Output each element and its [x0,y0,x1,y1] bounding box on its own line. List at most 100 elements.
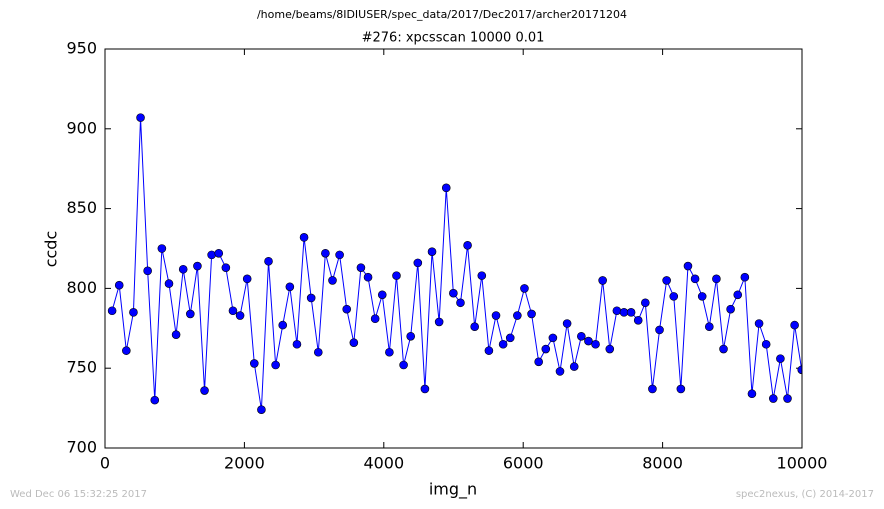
data-point [122,346,131,355]
data-point [129,308,138,317]
y-tick-label: 850 [66,198,97,217]
x-tick-label: 6000 [503,454,544,473]
data-point [605,344,615,354]
data-point [577,331,586,341]
data-point [548,333,558,343]
data-point [321,248,330,258]
data-point [747,389,757,399]
data-point [413,258,423,268]
data-point [221,263,231,272]
data-point [456,298,465,308]
data-point [491,311,501,320]
data-point [313,347,323,357]
data-point [726,304,735,314]
data-point [207,250,216,260]
data-point [264,256,273,266]
data-point [164,279,174,288]
data-point [562,319,572,328]
x-axis-label: img_n [429,480,477,500]
data-point [136,113,145,122]
data-point [441,183,451,193]
data-point [235,311,245,320]
data-point [335,250,344,260]
data-point [612,306,622,316]
y-tick-label: 750 [66,358,97,377]
data-point [406,331,416,341]
data-point [591,339,600,349]
data-point [214,248,224,258]
data-point [776,354,785,363]
data-point [783,394,792,403]
x-tick-label: 4000 [363,454,404,473]
data-point [704,322,714,332]
data-point [107,306,117,316]
y-tick-label: 900 [66,118,97,137]
data-point [648,384,657,394]
data-point [278,320,288,330]
data-point [157,244,167,253]
data-line [111,117,802,410]
data-point [712,274,721,284]
data-point [427,247,437,256]
data-point [520,284,529,293]
data-point [683,261,693,271]
footer-left: Wed Dec 06 15:32:25 2017 [10,489,147,500]
data-point [249,359,259,368]
data-point [200,386,209,395]
data-point [641,298,650,308]
y-axis-label: ccdc [42,231,61,268]
data-point [392,271,401,280]
data-point [420,384,430,394]
data-point [143,266,152,276]
data-point [178,264,188,274]
data-point [377,290,387,300]
data-point [740,272,750,282]
x-tick-label: 10000 [777,454,828,473]
data-point [619,308,629,317]
data-point [527,309,536,319]
data-point [754,319,764,328]
data-point [385,347,394,357]
data-point [505,333,515,343]
data-point [690,274,700,284]
data-point [150,395,160,405]
data-point [271,360,280,370]
data-point [719,344,728,354]
data-point [349,338,359,347]
data-point [569,362,579,371]
data-point [477,271,487,280]
data-point [434,317,444,327]
data-point [306,293,316,303]
data-point [186,309,195,319]
data-point [697,292,707,301]
data-point [761,339,771,349]
data-point [555,367,565,376]
data-point [257,405,266,414]
data-point [513,311,522,320]
data-point [228,306,238,316]
data-point [662,276,671,285]
data-point [242,274,252,284]
plot-area [107,113,802,414]
data-point [598,276,607,285]
x-tick-label: 8000 [642,454,683,473]
data-point [328,276,337,285]
data-point [470,322,479,332]
data-point [484,346,494,355]
data-point [193,261,202,271]
y-tick-label: 700 [66,438,97,457]
data-point [114,280,124,290]
data-point [633,316,643,325]
data-point [768,394,778,403]
data-point [584,336,593,346]
data-point [171,330,181,339]
y-tick-label: 800 [66,278,97,297]
plot-frame [104,48,803,449]
data-point [363,272,373,282]
x-tick-label: 2000 [224,454,265,473]
data-point [655,325,664,335]
data-point [498,339,508,349]
chart-subtitle: #276: xpcsscan 10000 0.01 [362,31,545,46]
data-point [449,288,458,298]
